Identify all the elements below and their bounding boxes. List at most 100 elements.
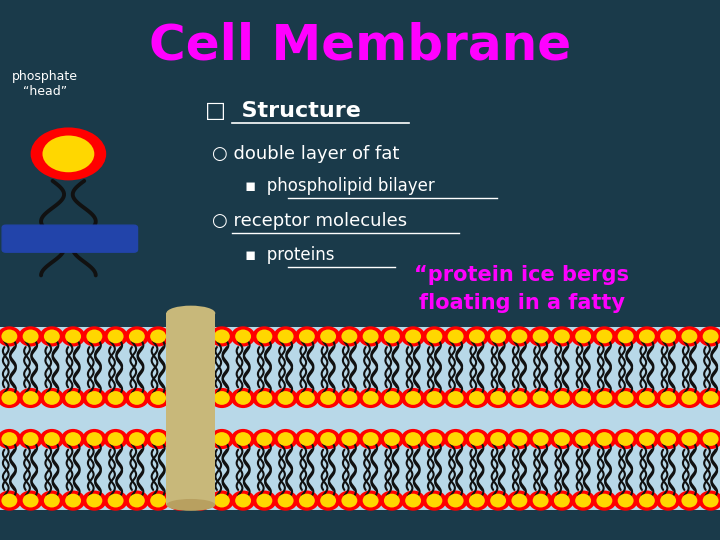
- Text: ○ double layer of fat: ○ double layer of fat: [212, 145, 400, 163]
- Ellipse shape: [42, 136, 94, 172]
- Ellipse shape: [150, 432, 166, 446]
- Text: “protein ice bergs
floating in a fatty: “protein ice bergs floating in a fatty: [415, 265, 629, 313]
- Ellipse shape: [444, 326, 468, 347]
- Ellipse shape: [359, 490, 383, 511]
- Ellipse shape: [511, 432, 527, 446]
- Ellipse shape: [490, 329, 506, 343]
- Ellipse shape: [593, 388, 616, 408]
- Ellipse shape: [104, 326, 127, 347]
- Ellipse shape: [422, 490, 446, 511]
- Ellipse shape: [490, 391, 506, 405]
- Ellipse shape: [405, 494, 421, 508]
- Ellipse shape: [533, 391, 549, 405]
- Ellipse shape: [613, 326, 638, 347]
- Ellipse shape: [256, 391, 272, 405]
- Ellipse shape: [698, 490, 720, 511]
- Ellipse shape: [320, 329, 336, 343]
- Ellipse shape: [316, 429, 341, 449]
- Ellipse shape: [108, 329, 124, 343]
- Ellipse shape: [635, 388, 659, 408]
- Ellipse shape: [678, 388, 701, 408]
- Text: □  Structure: □ Structure: [205, 100, 361, 121]
- Ellipse shape: [575, 329, 591, 343]
- Ellipse shape: [660, 432, 676, 446]
- Ellipse shape: [405, 329, 421, 343]
- Ellipse shape: [528, 429, 553, 449]
- Ellipse shape: [656, 388, 680, 408]
- Ellipse shape: [341, 432, 357, 446]
- Ellipse shape: [363, 329, 379, 343]
- Ellipse shape: [252, 326, 276, 347]
- Ellipse shape: [575, 391, 591, 405]
- Ellipse shape: [1, 494, 17, 508]
- Ellipse shape: [146, 388, 171, 408]
- Ellipse shape: [19, 326, 42, 347]
- Ellipse shape: [422, 388, 446, 408]
- Ellipse shape: [256, 329, 272, 343]
- Ellipse shape: [639, 494, 655, 508]
- Ellipse shape: [337, 388, 361, 408]
- Ellipse shape: [104, 429, 127, 449]
- Ellipse shape: [150, 391, 166, 405]
- Ellipse shape: [166, 499, 215, 511]
- Ellipse shape: [104, 388, 127, 408]
- Ellipse shape: [256, 432, 272, 446]
- Ellipse shape: [486, 388, 510, 408]
- Ellipse shape: [167, 490, 192, 511]
- Ellipse shape: [294, 429, 319, 449]
- Ellipse shape: [549, 326, 574, 347]
- Ellipse shape: [507, 326, 531, 347]
- Ellipse shape: [171, 494, 187, 508]
- Ellipse shape: [486, 490, 510, 511]
- Ellipse shape: [214, 391, 230, 405]
- Ellipse shape: [125, 388, 149, 408]
- Ellipse shape: [359, 429, 383, 449]
- Ellipse shape: [65, 391, 81, 405]
- Ellipse shape: [129, 391, 145, 405]
- Ellipse shape: [681, 329, 698, 343]
- Ellipse shape: [294, 490, 319, 511]
- Ellipse shape: [150, 329, 166, 343]
- Ellipse shape: [167, 326, 192, 347]
- Ellipse shape: [613, 388, 638, 408]
- Ellipse shape: [448, 432, 464, 446]
- Ellipse shape: [125, 429, 149, 449]
- Ellipse shape: [337, 326, 361, 347]
- Ellipse shape: [104, 490, 127, 511]
- Ellipse shape: [593, 326, 616, 347]
- Ellipse shape: [554, 391, 570, 405]
- Ellipse shape: [698, 388, 720, 408]
- Ellipse shape: [596, 329, 612, 343]
- Ellipse shape: [660, 329, 676, 343]
- Ellipse shape: [19, 490, 42, 511]
- Ellipse shape: [384, 329, 400, 343]
- Ellipse shape: [422, 326, 446, 347]
- Ellipse shape: [82, 490, 107, 511]
- Ellipse shape: [65, 329, 81, 343]
- Ellipse shape: [61, 490, 85, 511]
- Ellipse shape: [401, 388, 426, 408]
- Ellipse shape: [593, 490, 616, 511]
- Text: ▪  proteins: ▪ proteins: [245, 246, 334, 265]
- Ellipse shape: [444, 429, 468, 449]
- Ellipse shape: [125, 490, 149, 511]
- Text: phosphate
“head”: phosphate “head”: [12, 70, 78, 98]
- Ellipse shape: [575, 432, 591, 446]
- Ellipse shape: [549, 429, 574, 449]
- Ellipse shape: [596, 432, 612, 446]
- Ellipse shape: [65, 432, 81, 446]
- Text: ○ receptor molecules: ○ receptor molecules: [212, 212, 408, 231]
- Ellipse shape: [549, 388, 574, 408]
- Ellipse shape: [703, 494, 719, 508]
- Ellipse shape: [82, 326, 107, 347]
- Ellipse shape: [528, 326, 553, 347]
- Ellipse shape: [571, 388, 595, 408]
- Ellipse shape: [22, 432, 39, 446]
- Ellipse shape: [44, 391, 60, 405]
- Ellipse shape: [61, 326, 85, 347]
- Ellipse shape: [193, 391, 209, 405]
- Ellipse shape: [294, 388, 319, 408]
- Ellipse shape: [0, 429, 22, 449]
- Ellipse shape: [469, 329, 485, 343]
- Ellipse shape: [511, 391, 527, 405]
